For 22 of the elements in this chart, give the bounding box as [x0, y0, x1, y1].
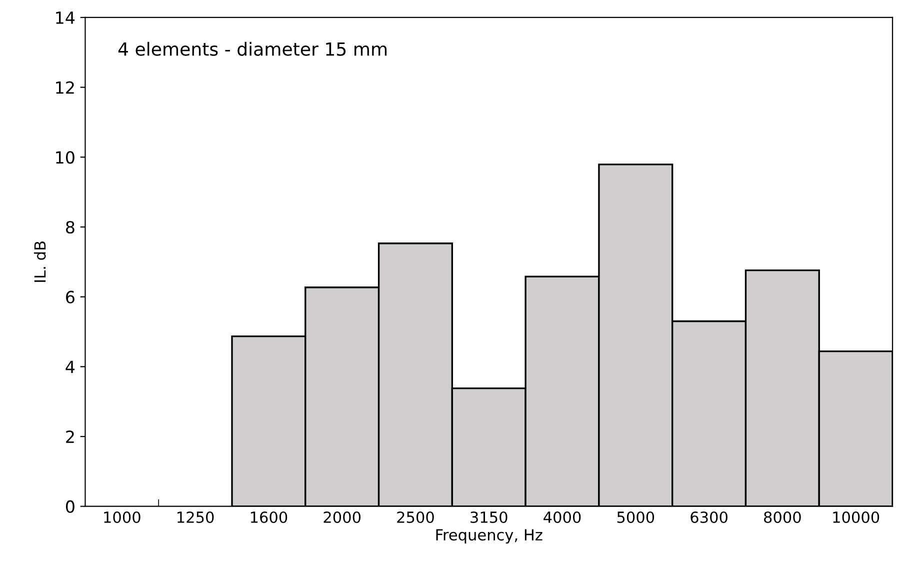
y-tick-label: 6: [66, 290, 74, 304]
x-tick-label: 1250: [178, 511, 214, 524]
x-tick-label: 10000: [833, 511, 880, 524]
y-tick-label: 12: [56, 81, 74, 94]
annotation: 4 elements - diameter 15 mm: [118, 42, 387, 56]
y-tick-label: 4: [66, 360, 75, 373]
y-tick-label: 2: [66, 430, 74, 443]
y-tick-label: 14: [56, 12, 75, 24]
x-tick-label: 4000: [544, 511, 581, 524]
x-tick-label: 3150: [470, 511, 508, 524]
x-axis-title: Frequency, Hz: [436, 529, 542, 544]
x-tick-label: 1600: [250, 511, 288, 524]
x-tick-label: 2500: [397, 511, 434, 524]
x-tick-label: 8000: [764, 511, 801, 524]
y-tick-label: 8: [66, 220, 74, 234]
x-tick-label: 1000: [104, 511, 140, 524]
y-axis-title: IL. dB: [34, 242, 46, 282]
y-tick-label: 0: [66, 500, 74, 513]
x-tick-label: 2000: [324, 511, 361, 524]
x-tick-label: 5000: [617, 511, 654, 524]
y-tick-label: 10: [56, 151, 74, 164]
x-tick-label: 6300: [690, 511, 728, 524]
